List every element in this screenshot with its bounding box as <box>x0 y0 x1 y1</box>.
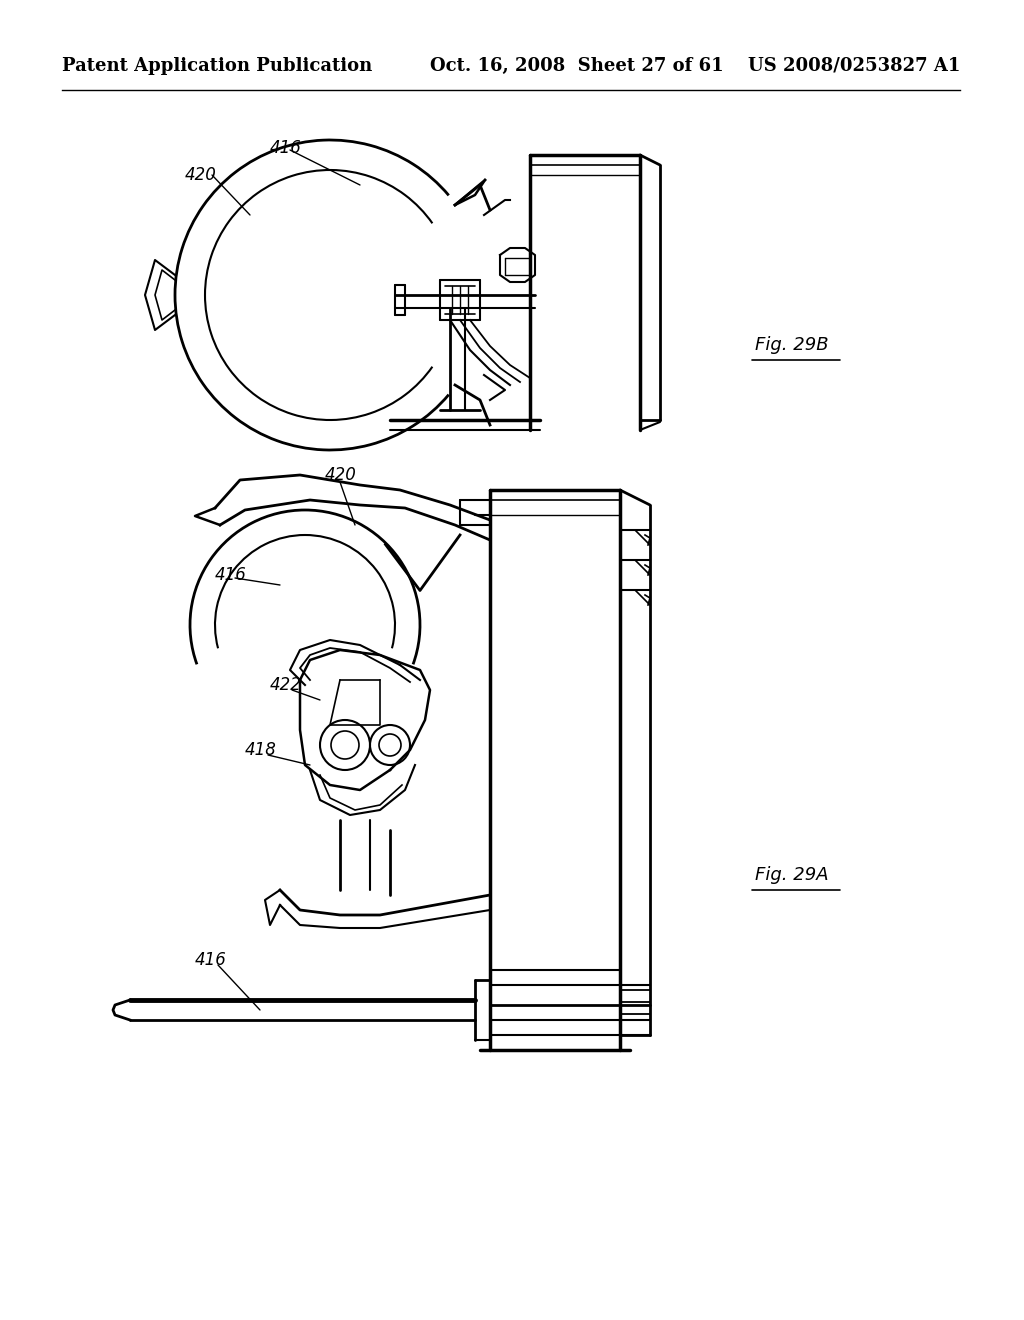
Text: 420: 420 <box>325 466 357 484</box>
Text: Patent Application Publication: Patent Application Publication <box>62 57 373 75</box>
Text: 416: 416 <box>270 139 302 157</box>
Text: 422: 422 <box>270 676 302 694</box>
Text: 418: 418 <box>245 741 276 759</box>
Text: 416: 416 <box>195 950 227 969</box>
Text: Fig. 29B: Fig. 29B <box>755 337 828 354</box>
Text: Fig. 29A: Fig. 29A <box>755 866 828 884</box>
Text: 420: 420 <box>185 166 217 183</box>
Text: 416: 416 <box>215 566 247 583</box>
Text: US 2008/0253827 A1: US 2008/0253827 A1 <box>748 57 961 75</box>
Text: Oct. 16, 2008  Sheet 27 of 61: Oct. 16, 2008 Sheet 27 of 61 <box>430 57 724 75</box>
